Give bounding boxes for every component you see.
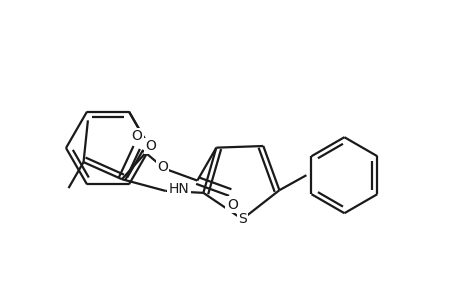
Text: O: O [226,197,237,212]
Text: O: O [145,139,156,153]
Text: O: O [131,130,142,143]
Text: O: O [157,160,168,174]
Text: S: S [237,212,246,226]
Text: HN: HN [168,182,189,196]
